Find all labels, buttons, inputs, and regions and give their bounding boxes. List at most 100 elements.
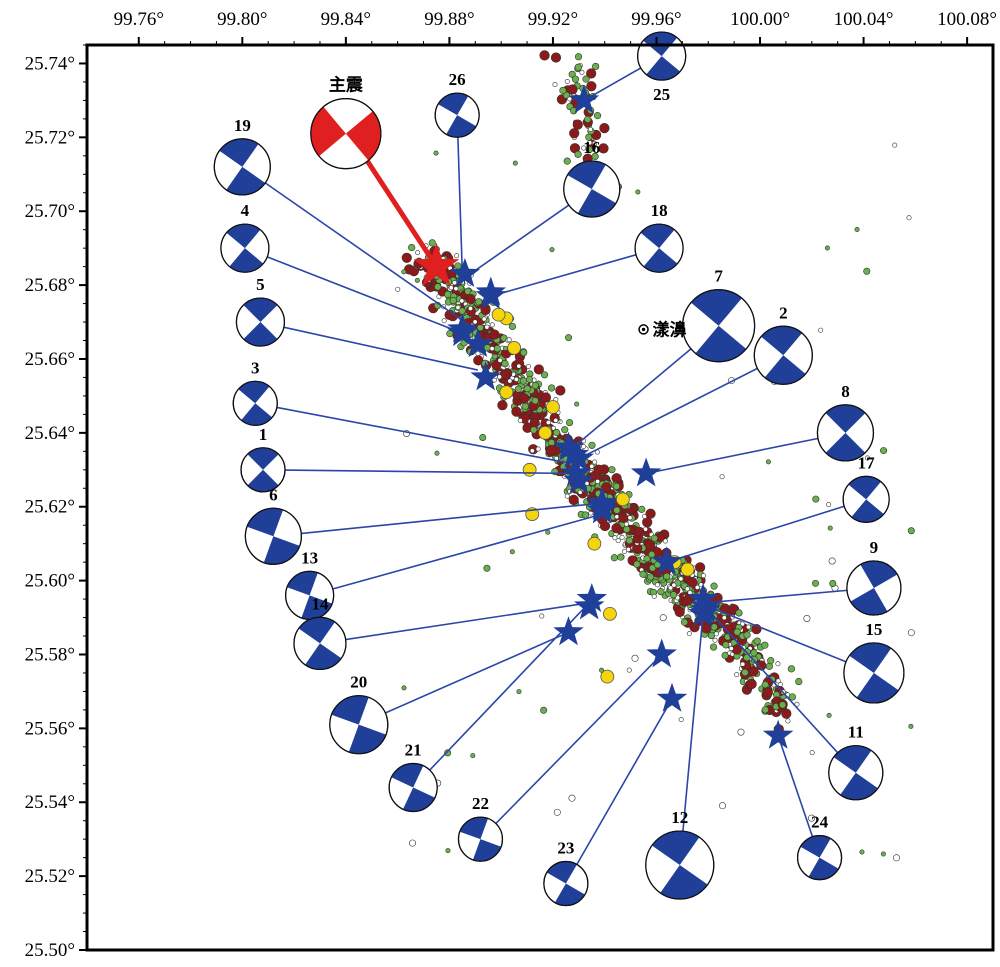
aftershock-dot [574,401,580,407]
link-line [244,247,463,334]
aftershock-dot [530,426,538,434]
link-line [645,432,846,475]
aftershock-dot [497,374,503,380]
beachball-label: 16 [583,138,600,157]
aftershock-dot [414,277,420,283]
aftershock-dot-large [615,492,630,507]
aftershock-dot [761,681,769,689]
beachball-outline [828,745,884,801]
aftershock-dot [444,749,452,757]
beachball: 12 [645,808,715,900]
beachball-label: 23 [557,839,574,858]
beachball-outline [543,860,589,907]
aftershock-dot [643,554,651,563]
beachball-outline [244,507,302,565]
y-tick-label: 25.70° [25,201,75,222]
aftershock-dot [700,573,706,579]
event-star-icon [449,258,481,287]
aftershock-dot [728,645,734,651]
y-tick-label: 25.58° [25,644,75,665]
beachball-label: 7 [714,267,723,286]
town-dot-center [641,327,646,332]
aftershock-dot [893,854,901,862]
aftershock-dot [433,150,439,156]
beachball-quadrant [848,476,881,500]
mainshock-star-icon [413,242,460,286]
aftershock-dot [472,319,478,325]
aftershock-dot [906,215,912,221]
beachball: 20 [329,673,389,755]
aftershock-dot [508,322,517,331]
event-star-icon [690,590,721,620]
beachball-outline [796,835,843,881]
link-line [263,468,577,475]
beachball: 24 [796,813,843,881]
aftershock-dot [489,346,495,352]
aftershock-dot [818,327,824,333]
y-tick-label: 25.66° [25,349,75,370]
link-line [273,502,603,538]
beachball-label: 13 [301,548,318,567]
aftershock-dot [454,253,460,259]
beachball-label: 3 [251,358,260,377]
event-star-icon [462,328,494,358]
aftershock-dot [785,718,791,724]
aftershock-dot [574,150,582,158]
aftershock-dot [803,615,811,623]
beachball-outline [310,98,382,170]
y-tick-label: 25.60° [25,571,75,592]
aftershock-dot [663,572,671,581]
beachball-quadrant [391,763,424,788]
beachball-label: 22 [472,794,489,813]
aftershock-dot [859,849,865,855]
y-tick-label: 25.62° [25,497,75,518]
beachball-quadrant [229,248,264,273]
beachball-quadrant [305,643,342,670]
aftershock-dot [519,377,527,385]
aftershock-dot [585,146,593,154]
aftershock-dot [686,631,692,637]
aftershock-dot [591,140,597,146]
aftershock-dot-large [546,400,560,414]
aftershock-dot [415,250,421,256]
aftershock-dot [689,622,700,633]
beachball-quadrant [348,724,387,754]
aftershock-dot [781,708,792,719]
aftershock-dot [428,239,436,247]
aftershock-dot [587,140,593,146]
aftershock-dot [619,534,625,540]
aftershock-dot [608,466,616,474]
aftershock-dot [547,438,556,447]
aftershock-dot [617,553,625,561]
beachball-quadrant [554,883,585,906]
beachball-outline [634,223,684,273]
aftershock-dot [678,717,684,723]
beachball-quadrant [241,403,273,426]
aftershock-dot [892,142,898,148]
aftershock-dot [559,86,567,95]
beachball: 7 [682,267,756,363]
beachball-outline [457,816,504,862]
aftershock-dot [761,641,769,649]
beachball-quadrant [301,595,333,620]
aftershock-dot [525,375,534,383]
aftershock-dot [564,79,570,85]
aftershock-dot [601,482,612,493]
aftershock-dot [569,128,580,139]
aftershock-dot [484,324,490,330]
beachball-quadrant [860,560,898,588]
aftershock-dot [395,286,401,292]
aftershock-dot [550,52,562,63]
aftershock-dot [563,157,571,165]
aftershock-dot [593,464,604,475]
aftershock-dot [561,426,569,434]
beachball-quadrant [851,499,884,523]
aftershock-dot [662,538,668,544]
aftershock-dot [719,474,725,480]
beachball-outline [213,138,271,196]
aftershock-dot [574,63,582,71]
aftershock-dot-large [587,536,602,551]
beachball: 主震 [310,75,382,170]
aftershock-dot [687,577,698,588]
aftershock-dot [671,582,677,588]
